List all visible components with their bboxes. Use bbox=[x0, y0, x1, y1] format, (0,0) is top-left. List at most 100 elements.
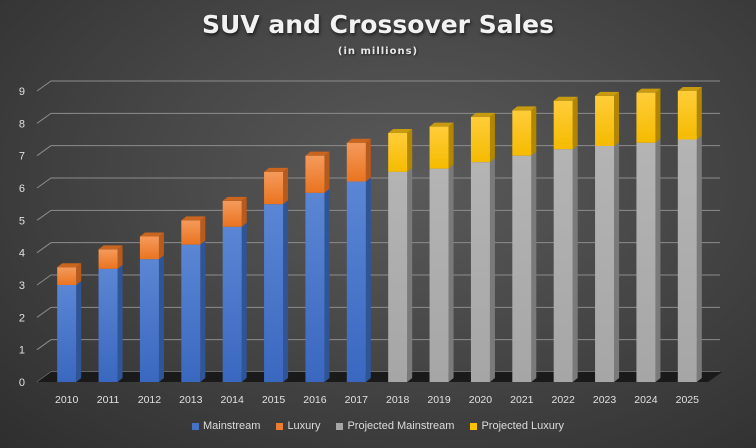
bar-top bbox=[553, 96, 578, 101]
bar-projected-luxury-2019 bbox=[429, 122, 454, 169]
y-tick-label: 5 bbox=[19, 215, 25, 227]
bar-luxury-2011 bbox=[98, 245, 123, 269]
bar-mainstream-2017 bbox=[346, 177, 371, 382]
bar-side bbox=[117, 245, 123, 269]
gridline bbox=[36, 177, 720, 189]
bar-side bbox=[572, 96, 578, 150]
bar-side bbox=[76, 281, 82, 382]
bar-mainstream-2014 bbox=[222, 222, 247, 382]
bar-top bbox=[470, 112, 495, 117]
bar-front bbox=[305, 155, 325, 193]
bar-projected-mainstream-2018 bbox=[388, 167, 413, 382]
bar-front bbox=[139, 259, 159, 382]
bar-top bbox=[305, 151, 330, 156]
legend-item-projected-mainstream: Projected Mainstream bbox=[336, 420, 454, 432]
bar-side bbox=[117, 264, 123, 382]
bar-top bbox=[677, 87, 702, 91]
x-tick-label: 2018 bbox=[386, 394, 410, 406]
bar-front bbox=[553, 100, 573, 150]
x-tick-label: 2025 bbox=[676, 394, 700, 406]
bar-front bbox=[57, 267, 77, 285]
bar-front bbox=[636, 92, 656, 143]
bar-projected-mainstream-2019 bbox=[429, 164, 454, 382]
chart-floor bbox=[37, 372, 722, 382]
bar-projected-mainstream-2025 bbox=[677, 135, 702, 382]
bar-side bbox=[283, 200, 289, 382]
bar-luxury-2016 bbox=[305, 151, 330, 193]
bar-side bbox=[572, 145, 578, 382]
legend-item-luxury: Luxury bbox=[276, 420, 320, 432]
bar-projected-mainstream-2023 bbox=[595, 141, 620, 382]
bar-front bbox=[677, 91, 697, 140]
bar-top bbox=[98, 245, 123, 250]
bar-side bbox=[696, 135, 702, 382]
y-tick-label: 6 bbox=[19, 183, 25, 195]
bar-front bbox=[636, 142, 656, 382]
bar-front bbox=[98, 249, 118, 269]
bar-projected-luxury-2021 bbox=[512, 106, 537, 156]
y-tick-label: 8 bbox=[19, 118, 25, 130]
bar-projected-luxury-2024 bbox=[636, 88, 661, 143]
bar-side bbox=[241, 196, 247, 227]
x-tick-label: 2022 bbox=[552, 394, 576, 406]
bar-front bbox=[305, 192, 325, 382]
bar-projected-mainstream-2024 bbox=[636, 138, 661, 382]
legend-swatch bbox=[336, 422, 344, 430]
bar-projected-luxury-2023 bbox=[595, 91, 620, 146]
bar-side bbox=[283, 167, 289, 205]
bar-projected-luxury-2018 bbox=[388, 129, 413, 172]
bar-top bbox=[139, 232, 164, 237]
bar-top bbox=[636, 88, 661, 93]
chart-subtitle: (in millions) bbox=[337, 46, 419, 57]
legend-item-projected-luxury: Projected Luxury bbox=[470, 420, 564, 432]
x-tick-label: 2010 bbox=[55, 394, 79, 406]
legend-item-mainstream: Mainstream bbox=[191, 420, 260, 432]
bar-side bbox=[324, 151, 330, 193]
x-tick-label: 2020 bbox=[469, 394, 493, 406]
bar-front bbox=[595, 95, 615, 146]
bar-side bbox=[614, 141, 620, 382]
bar-front bbox=[57, 285, 77, 382]
legend-swatch bbox=[276, 422, 284, 430]
bar-mainstream-2011 bbox=[98, 264, 123, 382]
bar-side bbox=[448, 122, 454, 169]
legend-label: Projected Luxury bbox=[481, 420, 565, 432]
x-tick-label: 2015 bbox=[262, 394, 286, 406]
bar-luxury-2017 bbox=[346, 138, 371, 182]
bar-front bbox=[346, 181, 366, 382]
bar-front bbox=[595, 145, 615, 382]
bar-top bbox=[222, 196, 247, 201]
bar-luxury-2010 bbox=[57, 263, 82, 285]
legend-swatch bbox=[191, 422, 199, 430]
bar-side bbox=[448, 164, 454, 382]
y-tick-label: 4 bbox=[19, 248, 25, 260]
bar-mainstream-2016 bbox=[305, 188, 330, 382]
bar-side bbox=[76, 263, 82, 285]
bar-luxury-2012 bbox=[139, 232, 164, 260]
bar-side bbox=[655, 138, 661, 382]
gridline bbox=[36, 242, 720, 254]
bar-mainstream-2015 bbox=[264, 200, 289, 382]
x-tick-label: 2011 bbox=[97, 394, 120, 406]
bar-front bbox=[429, 168, 449, 382]
gridline bbox=[36, 80, 720, 92]
bar-side bbox=[696, 87, 702, 140]
bar-top bbox=[57, 263, 82, 268]
bar-side bbox=[489, 158, 495, 382]
bar-side bbox=[531, 106, 537, 156]
bar-side bbox=[365, 138, 371, 182]
bar-top bbox=[512, 106, 537, 111]
gridline bbox=[36, 306, 720, 318]
x-tick-label: 2019 bbox=[427, 394, 451, 406]
bar-side bbox=[407, 167, 413, 382]
legend-swatch bbox=[470, 422, 478, 430]
bar-front bbox=[388, 171, 408, 382]
bar-luxury-2013 bbox=[181, 216, 206, 245]
bar-front bbox=[264, 204, 284, 382]
bar-top bbox=[181, 216, 206, 221]
bar-projected-mainstream-2021 bbox=[512, 151, 537, 382]
bar-side bbox=[158, 232, 164, 260]
x-tick-label: 2013 bbox=[179, 394, 203, 406]
